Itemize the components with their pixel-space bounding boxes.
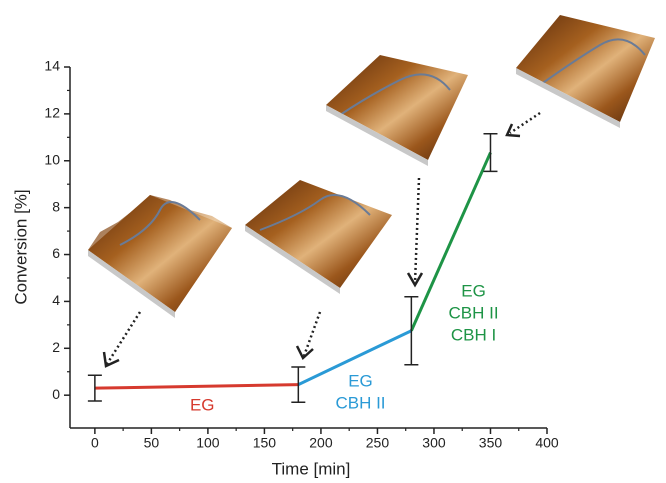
y-tick-label: 4 [52, 292, 60, 308]
y-tick-label: 12 [44, 105, 60, 121]
error-bar [483, 133, 498, 173]
segment-label: EG [190, 395, 215, 414]
afm-image [88, 195, 232, 318]
x-tick-label: 150 [253, 435, 277, 451]
x-tick-label: 250 [366, 435, 390, 451]
segment-label: CBH I [451, 325, 496, 344]
y-tick-label: 8 [52, 198, 60, 214]
x-tick-label: 400 [535, 435, 559, 451]
segment-label: EG [348, 371, 373, 390]
afm-image [245, 180, 392, 294]
line-segment [297, 329, 413, 386]
afm-image [516, 15, 655, 128]
y-axis-title: Conversion [%] [11, 189, 30, 304]
x-tick-label: 0 [91, 435, 99, 451]
line-segment [94, 383, 299, 390]
y-tick-label: 14 [44, 58, 60, 74]
y-tick-label: 6 [52, 245, 60, 261]
segment-label: EG [461, 281, 486, 300]
arrowhead [406, 272, 424, 288]
x-tick-label: 350 [479, 435, 503, 451]
arrow [413, 177, 421, 284]
arrowhead [295, 345, 314, 361]
arrow [509, 111, 541, 135]
y-tick-label: 0 [52, 386, 60, 402]
x-tick-label: 50 [144, 435, 160, 451]
arrowhead [505, 123, 521, 138]
x-axis-title: Time [min] [272, 459, 351, 478]
x-tick-label: 100 [196, 435, 220, 451]
arrow [105, 311, 142, 365]
arrowhead [102, 351, 120, 368]
arrows [102, 111, 541, 368]
error-bar [291, 366, 306, 403]
x-tick-label: 200 [309, 435, 333, 451]
error-bar [87, 374, 102, 402]
line-segment [409, 151, 492, 332]
segment-label: CBH II [335, 393, 385, 412]
segment-label: CBH II [448, 303, 498, 322]
y-tick-label: 10 [44, 151, 60, 167]
y-tick-label: 2 [52, 339, 60, 355]
error-bar [404, 295, 419, 366]
afm-images [88, 15, 655, 318]
afm-image [326, 55, 468, 166]
x-tick-label: 300 [422, 435, 446, 451]
